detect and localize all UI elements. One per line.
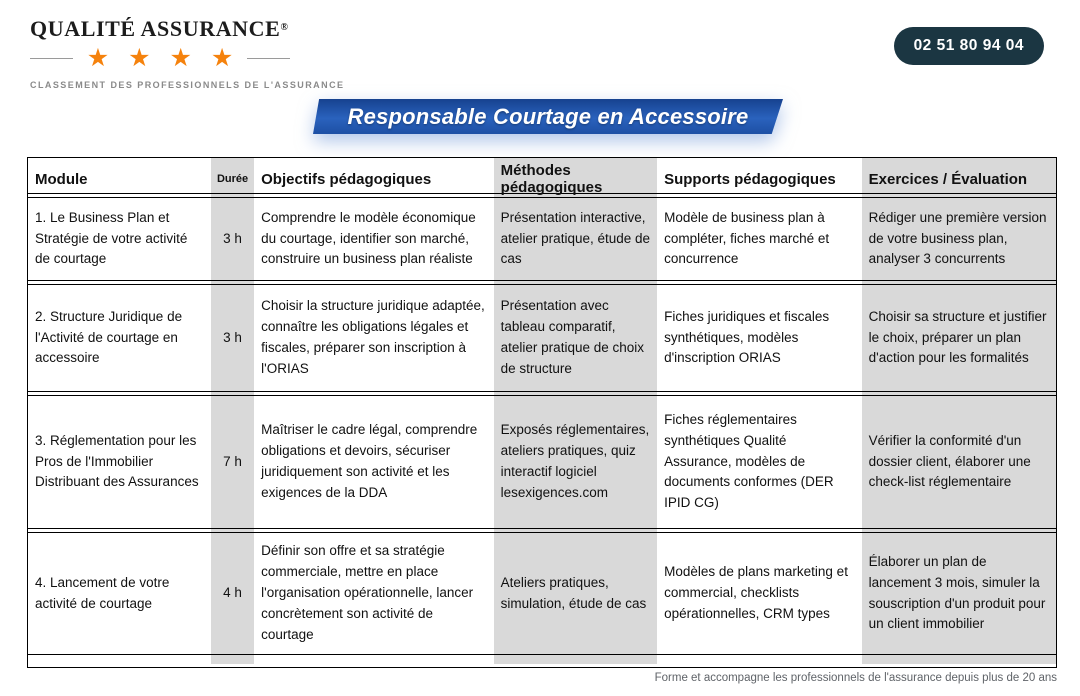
- cell-objectifs: Maîtriser le cadre légal, comprendre obl…: [261, 422, 478, 500]
- cell-module: 1. Le Business Plan et Stratégie de votr…: [35, 209, 188, 267]
- cell-objectifs: Choisir la structure juridique adaptée, …: [261, 298, 485, 376]
- cell-module: 3. Réglementation pour les Pros de l'Imm…: [35, 432, 199, 490]
- cell-module: 4. Lancement de votre activité de courta…: [35, 574, 170, 611]
- footer-tagline: Forme et accompagne les professionnels d…: [654, 672, 1057, 684]
- header-methodes: Méthodes pédagogiques: [500, 162, 603, 197]
- cell-supports: Modèles de plans marketing et commercial…: [664, 564, 848, 621]
- header-exercices: Exercices / Évaluation: [868, 170, 1028, 188]
- brand-stars-row: ★ ★ ★ ★: [30, 46, 290, 71]
- cell-exercices: Choisir sa structure et justifier le cho…: [868, 308, 1047, 366]
- header-module: Module: [35, 170, 88, 188]
- table-row: 2. Structure Juridique de l'Activité de …: [28, 284, 1056, 392]
- star-rule-left: [30, 58, 73, 59]
- cell-exercices: Vérifier la conformité d'un dossier clie…: [868, 432, 1031, 490]
- cell-duree: 7 h: [223, 453, 242, 469]
- program-table: Module Durée Objectifs pédagogiques Méth…: [27, 157, 1057, 668]
- cell-duree: 3 h: [223, 329, 242, 345]
- shade-column-duree: [210, 158, 255, 664]
- cell-supports: Fiches réglementaires synthétiques Quali…: [664, 411, 834, 511]
- table-row: 1. Le Business Plan et Stratégie de votr…: [28, 197, 1056, 281]
- title-banner: Responsable Courtage en Accessoire: [313, 99, 783, 134]
- cell-objectifs: Comprendre le modèle économique du court…: [261, 209, 476, 267]
- table-row: 4. Lancement de votre activité de courta…: [28, 532, 1056, 655]
- phone-badge[interactable]: 02 51 80 94 04: [893, 27, 1044, 65]
- header-objectifs: Objectifs pédagogiques: [261, 170, 432, 188]
- cell-methodes: Exposés réglementaires, ateliers pratiqu…: [500, 422, 650, 500]
- cell-exercices: Rédiger une première version de votre bu…: [868, 209, 1047, 267]
- shade-column-methodes: [493, 158, 658, 664]
- cell-module: 2. Structure Juridique de l'Activité de …: [35, 308, 183, 366]
- cell-supports: Fiches juridiques et fiscales synthétiqu…: [664, 308, 830, 366]
- cell-objectifs: Définir son offre et sa stratégie commer…: [261, 543, 474, 642]
- table-header-row: Module Durée Objectifs pédagogiques Méth…: [28, 158, 1056, 196]
- cell-methodes: Présentation interactive, atelier pratiq…: [500, 209, 651, 267]
- cell-exercices: Élaborer un plan de lancement 3 mois, si…: [868, 553, 1046, 632]
- title-banner-ribbon: Responsable Courtage en Accessoire: [313, 99, 783, 134]
- brand-tagline: CLASSEMENT DES PROFESSIONNELS DE L'ASSUR…: [30, 80, 345, 90]
- brand-name-text: QUALITÉ ASSURANCE: [30, 16, 281, 41]
- cell-methodes: Ateliers pratiques, simulation, étude de…: [500, 574, 647, 611]
- cell-methodes: Présentation avec tableau comparatif, at…: [500, 298, 644, 376]
- cell-duree: 4 h: [223, 585, 242, 601]
- header-duree: Durée: [216, 172, 249, 185]
- four-stars-icon: ★ ★ ★ ★: [86, 44, 240, 72]
- cell-supports: Modèle de business plan à compléter, fic…: [664, 209, 830, 267]
- registered-mark: ®: [280, 22, 289, 33]
- star-rule-right: [247, 58, 290, 59]
- cell-duree: 3 h: [223, 230, 242, 246]
- brand-logo: QUALITÉ ASSURANCE® ★ ★ ★ ★ CLASSEMENT DE…: [30, 16, 345, 90]
- page-title: Responsable Courtage en Accessoire: [347, 103, 749, 129]
- brand-name: QUALITÉ ASSURANCE®: [30, 16, 290, 42]
- header-supports: Supports pédagogiques: [664, 170, 836, 188]
- shade-column-exercices: [861, 158, 1056, 664]
- table-row: 3. Réglementation pour les Pros de l'Imm…: [28, 395, 1056, 529]
